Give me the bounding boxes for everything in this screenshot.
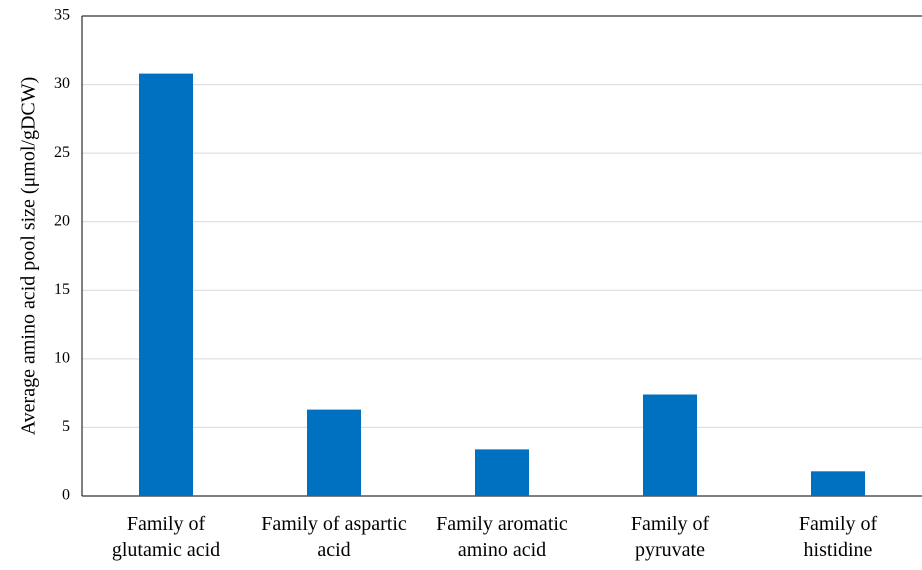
x-tick-label: Family of pyruvate <box>630 513 710 561</box>
y-tick-label: 30 <box>54 75 70 92</box>
x-tick-label: Family of aspartic acid <box>261 513 407 561</box>
y-tick-label: 20 <box>54 212 70 229</box>
bar <box>139 73 193 496</box>
y-tick-label: 35 <box>54 7 70 24</box>
y-tick-label: 0 <box>62 487 70 504</box>
x-tick-label: Family of glutamic acid <box>111 513 221 561</box>
x-tick-label: Family aromatic amino acid <box>436 513 568 561</box>
bar <box>307 409 361 496</box>
y-tick-label: 10 <box>54 350 70 367</box>
y-tick-label: 25 <box>54 144 70 161</box>
bar <box>643 394 697 496</box>
x-tick-label: Family of histidine <box>798 513 878 561</box>
bar <box>475 449 529 496</box>
y-tick-label: 5 <box>62 418 70 435</box>
y-tick-label: 15 <box>54 281 70 298</box>
y-axis-label: Average amino acid pool size (μmol/gDCW) <box>18 77 40 436</box>
bar <box>811 471 865 496</box>
